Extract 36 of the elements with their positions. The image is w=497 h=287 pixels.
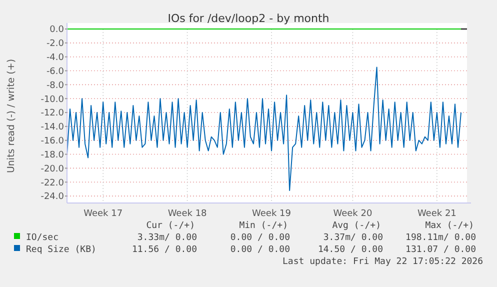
x-tick-label: Week 17: [84, 209, 123, 219]
text: 11.56 / 0.00: [132, 245, 197, 255]
text: 198.11m/ 0.00: [406, 233, 476, 243]
x-tick-label: Week 19: [252, 209, 292, 219]
y-tick-label: -2.0: [46, 39, 64, 50]
y-tick-label: -20.0: [40, 164, 64, 174]
y-axis-title: Units read (-) / write (+): [6, 58, 17, 174]
text: 3.37m/ 0.00: [323, 233, 383, 243]
y-tick-label: -12.0: [40, 108, 64, 119]
y-tick-label: -8.0: [46, 80, 64, 91]
y-tick-label: -18.0: [40, 150, 64, 160]
y-tick-label: 0.0: [50, 25, 64, 36]
text: Min (-/+): [239, 221, 288, 231]
legend-label: Req Size (KB): [26, 245, 96, 255]
x-tick-label: Week 21: [417, 209, 456, 219]
y-tick-label: -6.0: [46, 66, 64, 77]
text: 3.33m/ 0.00: [137, 233, 197, 243]
x-tick-label: Week 20: [333, 209, 372, 219]
text: 131.07 / 0.00: [406, 245, 476, 255]
text: 0.00 / 0.00: [230, 245, 290, 255]
y-tick-label: -10.0: [40, 94, 64, 105]
text: 0.00 / 0.00: [230, 233, 290, 243]
y-tick-label: -14.0: [40, 122, 64, 133]
y-tick-label: -24.0: [40, 192, 64, 202]
text: Max (-/+): [425, 221, 474, 231]
x-tick-label: Week 18: [168, 209, 208, 219]
text: Avg (-/+): [332, 221, 381, 231]
text: 14.50 / 0.00: [318, 245, 383, 255]
y-tick-label: -22.0: [40, 178, 64, 188]
chart-title: IOs for /dev/loop2 - by month: [168, 12, 330, 25]
text: Cur (-/+): [146, 221, 195, 231]
y-tick-label: -16.0: [40, 136, 64, 147]
y-tick-label: -4.0: [46, 52, 64, 63]
legend-label: IO/sec: [26, 233, 59, 243]
line-series: [66, 66, 462, 191]
text: Last update: Fri May 22 17:05:22 2026: [282, 257, 483, 267]
